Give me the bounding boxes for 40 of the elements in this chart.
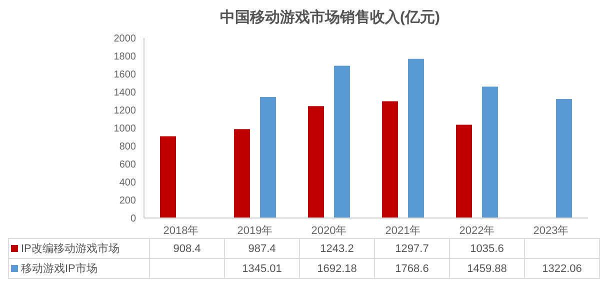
data-label: 1297.7 [374,238,450,258]
x-tick-label: 2020年 [311,224,347,237]
data-label: 1322.06 [524,258,600,278]
bar [382,101,398,218]
bar [260,96,276,218]
data-label: 1243.2 [300,238,374,258]
data-label: 1035.6 [450,238,524,258]
bar [556,99,572,218]
legend-label: IP改编移动游戏市场 [8,238,150,258]
data-label: 987.4 [224,238,300,258]
data-label: 1459.88 [450,258,524,278]
x-tick-label: 2021年 [385,224,421,237]
y-tick-label: 800 [119,142,136,153]
y-tick-label: 1200 [114,106,136,117]
y-tick-label: 2000 [114,34,136,45]
x-tick-label: 2018年 [163,224,199,237]
data-label: 1692.18 [300,258,374,278]
y-tick-label: 1800 [114,52,136,63]
bar [482,86,498,218]
bar [456,124,472,218]
x-tick-label: 2019年 [237,224,273,237]
data-label: 1345.01 [224,258,300,278]
bar [308,106,324,218]
bar [234,129,250,218]
y-tick-label: 400 [119,178,136,189]
y-tick-label: 0 [130,214,136,225]
data-label: 908.4 [150,238,224,258]
x-tick-label: 2022年 [459,224,495,237]
bar [160,136,176,218]
y-tick-label: 1400 [114,88,136,99]
legend-label: 移动游戏IP市场 [8,258,150,278]
y-tick-label: 1000 [114,124,136,135]
y-tick-label: 1600 [114,70,136,81]
data-label: 1768.6 [374,258,450,278]
bar [334,66,350,218]
bar [408,58,424,218]
x-tick-label: 2023年 [533,224,569,237]
y-tick-label: 600 [119,160,136,171]
y-tick-label: 200 [119,196,136,207]
chart-title: 中国移动游戏市场销售收入(亿元) [219,8,441,28]
